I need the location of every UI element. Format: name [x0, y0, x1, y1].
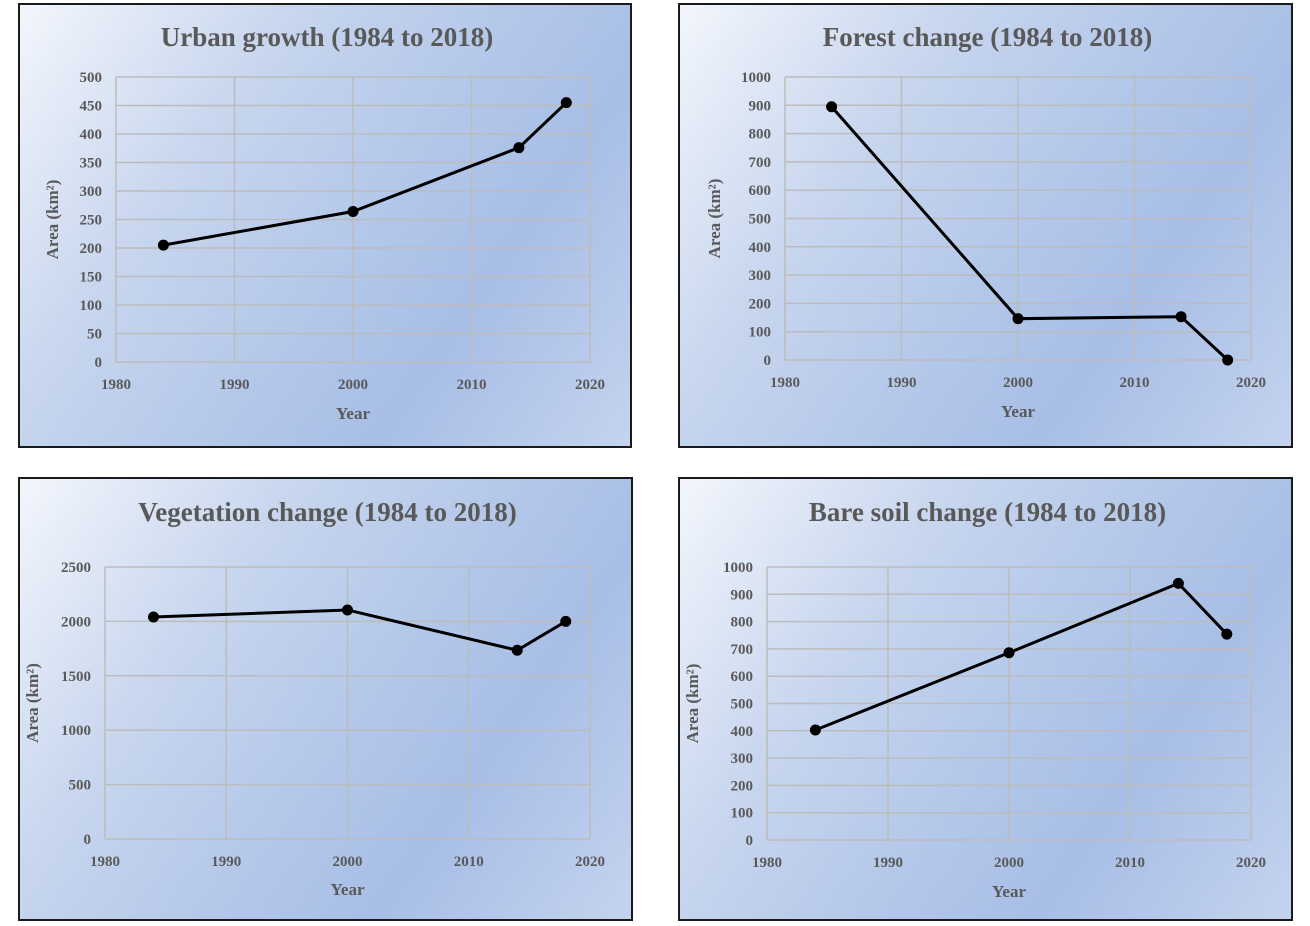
y-tick-label: 500	[80, 70, 103, 86]
data-point	[511, 644, 523, 656]
y-tick-label: 250	[80, 213, 103, 229]
chart-svg-urban: Urban growth (1984 to 2018) 0 50 100 150 200 2…	[43, 22, 605, 423]
x-tick-label: 1980	[770, 375, 800, 391]
x-tick-label: 2010	[1115, 855, 1145, 871]
y-tick-label: 500	[69, 778, 92, 794]
y-tick-label: 100	[80, 298, 103, 314]
y-tick-label: 50	[87, 327, 102, 343]
data-point	[1012, 313, 1024, 325]
y-tick-label: 800	[731, 615, 754, 631]
data-point	[148, 611, 159, 623]
x-tick-label: 2000	[333, 854, 363, 870]
y-tick-label: 600	[731, 669, 754, 685]
y-tick-label: 900	[749, 98, 772, 114]
x-tick-label: 1990	[220, 377, 250, 393]
chart-panel-urban: Urban growth (1984 to 2018) 0 50 100 150 200 2…	[18, 3, 632, 448]
x-tick-label: 1980	[752, 855, 782, 871]
data-point	[1221, 628, 1233, 640]
y-tick-label: 500	[731, 697, 754, 713]
series-line	[163, 101, 568, 247]
x-tick-label: 1980	[101, 377, 131, 393]
y-tick-label: 600	[749, 183, 772, 199]
data-point	[1003, 647, 1015, 659]
data-point	[1175, 311, 1187, 323]
y-tick-label: 1000	[61, 723, 91, 739]
y-tick-label: 200	[80, 241, 103, 257]
x-tick-label: 2020	[1236, 375, 1266, 391]
y-tick-label: 450	[80, 99, 103, 115]
y-tick-label: 500	[749, 212, 772, 228]
y-tick-label: 200	[749, 296, 772, 312]
y-tick-label: 1000	[723, 560, 753, 576]
data-point	[157, 239, 169, 251]
x-tick-label: 2000	[994, 855, 1024, 871]
series-line	[830, 105, 1229, 362]
y-tick-label: 100	[749, 325, 772, 341]
chart-title: Forest change (1984 to 2018)	[823, 22, 1152, 52]
x-tick-label: 2000	[1003, 375, 1033, 391]
x-axis-label: Year	[992, 882, 1026, 901]
chart-title: Bare soil change (1984 to 2018)	[809, 497, 1166, 527]
y-tick-label: 100	[731, 806, 754, 822]
data-point	[826, 101, 838, 113]
chart-svg-forest: Forest change (1984 to 2018) 0 100 200 300 40…	[705, 22, 1266, 421]
chart-title: Urban growth (1984 to 2018)	[161, 22, 494, 52]
x-tick-label: 2020	[575, 377, 605, 393]
y-tick-label: 700	[749, 155, 772, 171]
x-tick-label: 1990	[873, 855, 903, 871]
data-point	[560, 615, 572, 627]
x-tick-label: 2000	[338, 377, 368, 393]
chart-panel-forest: Forest change (1984 to 2018) 0 100 200 300 40…	[678, 3, 1293, 448]
y-tick-label: 200	[731, 778, 754, 794]
data-point	[342, 604, 353, 616]
chart-title: Vegetation change (1984 to 2018)	[138, 497, 516, 527]
data-point	[1222, 354, 1234, 366]
x-tick-label: 1990	[887, 375, 917, 391]
data-point	[347, 206, 359, 218]
y-axis-label: Area (km²)	[683, 664, 702, 744]
series-line	[153, 608, 567, 652]
x-tick-label: 2010	[1120, 375, 1150, 391]
y-axis-label: Area (km²)	[23, 663, 42, 743]
y-tick-label: 400	[749, 240, 772, 256]
x-tick-label: 2020	[1236, 855, 1266, 871]
y-tick-label: 1500	[61, 669, 91, 685]
y-axis-label: Area (km²)	[43, 180, 62, 260]
y-tick-label: 2500	[61, 560, 91, 576]
data-point	[809, 724, 821, 736]
y-tick-label: 400	[731, 724, 754, 740]
y-tick-label: 400	[80, 127, 103, 143]
x-tick-label: 2010	[457, 377, 487, 393]
series-line	[814, 581, 1228, 732]
y-tick-label: 1000	[741, 70, 771, 86]
x-tick-label: 1990	[211, 854, 241, 870]
y-tick-label: 350	[80, 156, 103, 172]
y-tick-label: 700	[731, 642, 754, 658]
x-axis-label: Year	[336, 404, 370, 423]
chart-svg-vegetation: Vegetation change (1984 to 2018) 0 500 1000…	[23, 497, 605, 899]
x-axis-label: Year	[1001, 402, 1035, 421]
y-tick-label: 0	[84, 832, 92, 848]
y-tick-label: 300	[749, 268, 772, 284]
y-tick-label: 0	[95, 355, 103, 371]
y-tick-label: 0	[746, 833, 754, 849]
y-tick-label: 800	[749, 127, 772, 143]
y-tick-label: 0	[764, 353, 772, 369]
x-axis-label: Year	[331, 880, 365, 899]
y-tick-label: 300	[80, 184, 103, 200]
x-tick-label: 2020	[575, 854, 605, 870]
y-axis-label: Area (km²)	[705, 179, 724, 259]
chart-panel-vegetation: Vegetation change (1984 to 2018) 0 500 1000…	[18, 477, 633, 921]
y-tick-label: 900	[731, 587, 754, 603]
data-point	[1172, 577, 1184, 589]
chart-svg-bare-soil: Bare soil change (1984 to 2018) 0 100 200 30…	[683, 497, 1266, 901]
y-tick-label: 2000	[61, 614, 91, 630]
data-point	[513, 142, 525, 154]
x-tick-label: 1980	[90, 854, 120, 870]
y-tick-label: 150	[80, 270, 103, 286]
chart-panel-bare-soil: Bare soil change (1984 to 2018) 0 100 200 30…	[678, 477, 1293, 921]
x-tick-label: 2010	[454, 854, 484, 870]
data-point	[560, 97, 572, 109]
y-tick-label: 300	[731, 751, 754, 767]
